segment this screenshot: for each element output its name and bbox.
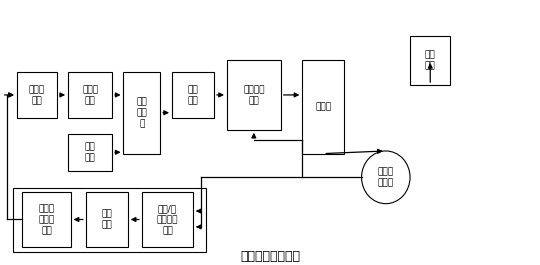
Text: 速度调
节器: 速度调 节器 [82, 85, 98, 105]
Text: 电流
输入: 电流 输入 [85, 142, 96, 162]
Bar [227, 60, 281, 130]
Bar [302, 60, 345, 154]
Text: 反电动
势测量
模块: 反电动 势测量 模块 [38, 204, 55, 235]
Bar [86, 192, 128, 247]
Text: 磁链/电
流状态观
测器: 磁链/电 流状态观 测器 [157, 204, 178, 235]
Ellipse shape [362, 151, 410, 204]
Bar [17, 72, 57, 118]
Bar [12, 188, 206, 253]
Text: 坐标
变换: 坐标 变换 [187, 85, 198, 105]
Bar [68, 72, 112, 118]
Text: 空间矢量
控制: 空间矢量 控制 [243, 85, 265, 105]
Bar [410, 36, 450, 85]
Bar [172, 72, 214, 118]
Text: 无传感器控制系统: 无传感器控制系统 [240, 250, 300, 263]
Bar [142, 192, 193, 247]
Bar [124, 72, 160, 154]
Text: 永磁同
步电机: 永磁同 步电机 [378, 167, 394, 187]
Text: 滤波
模块: 滤波 模块 [102, 209, 112, 229]
Text: 电流
调节
器: 电流 调节 器 [137, 97, 147, 128]
Text: 位置调
节器: 位置调 节器 [29, 85, 45, 105]
Text: 整流
电源: 整流 电源 [425, 51, 436, 71]
Bar [22, 192, 71, 247]
Bar [68, 134, 112, 171]
Text: 逆变器: 逆变器 [315, 102, 332, 111]
